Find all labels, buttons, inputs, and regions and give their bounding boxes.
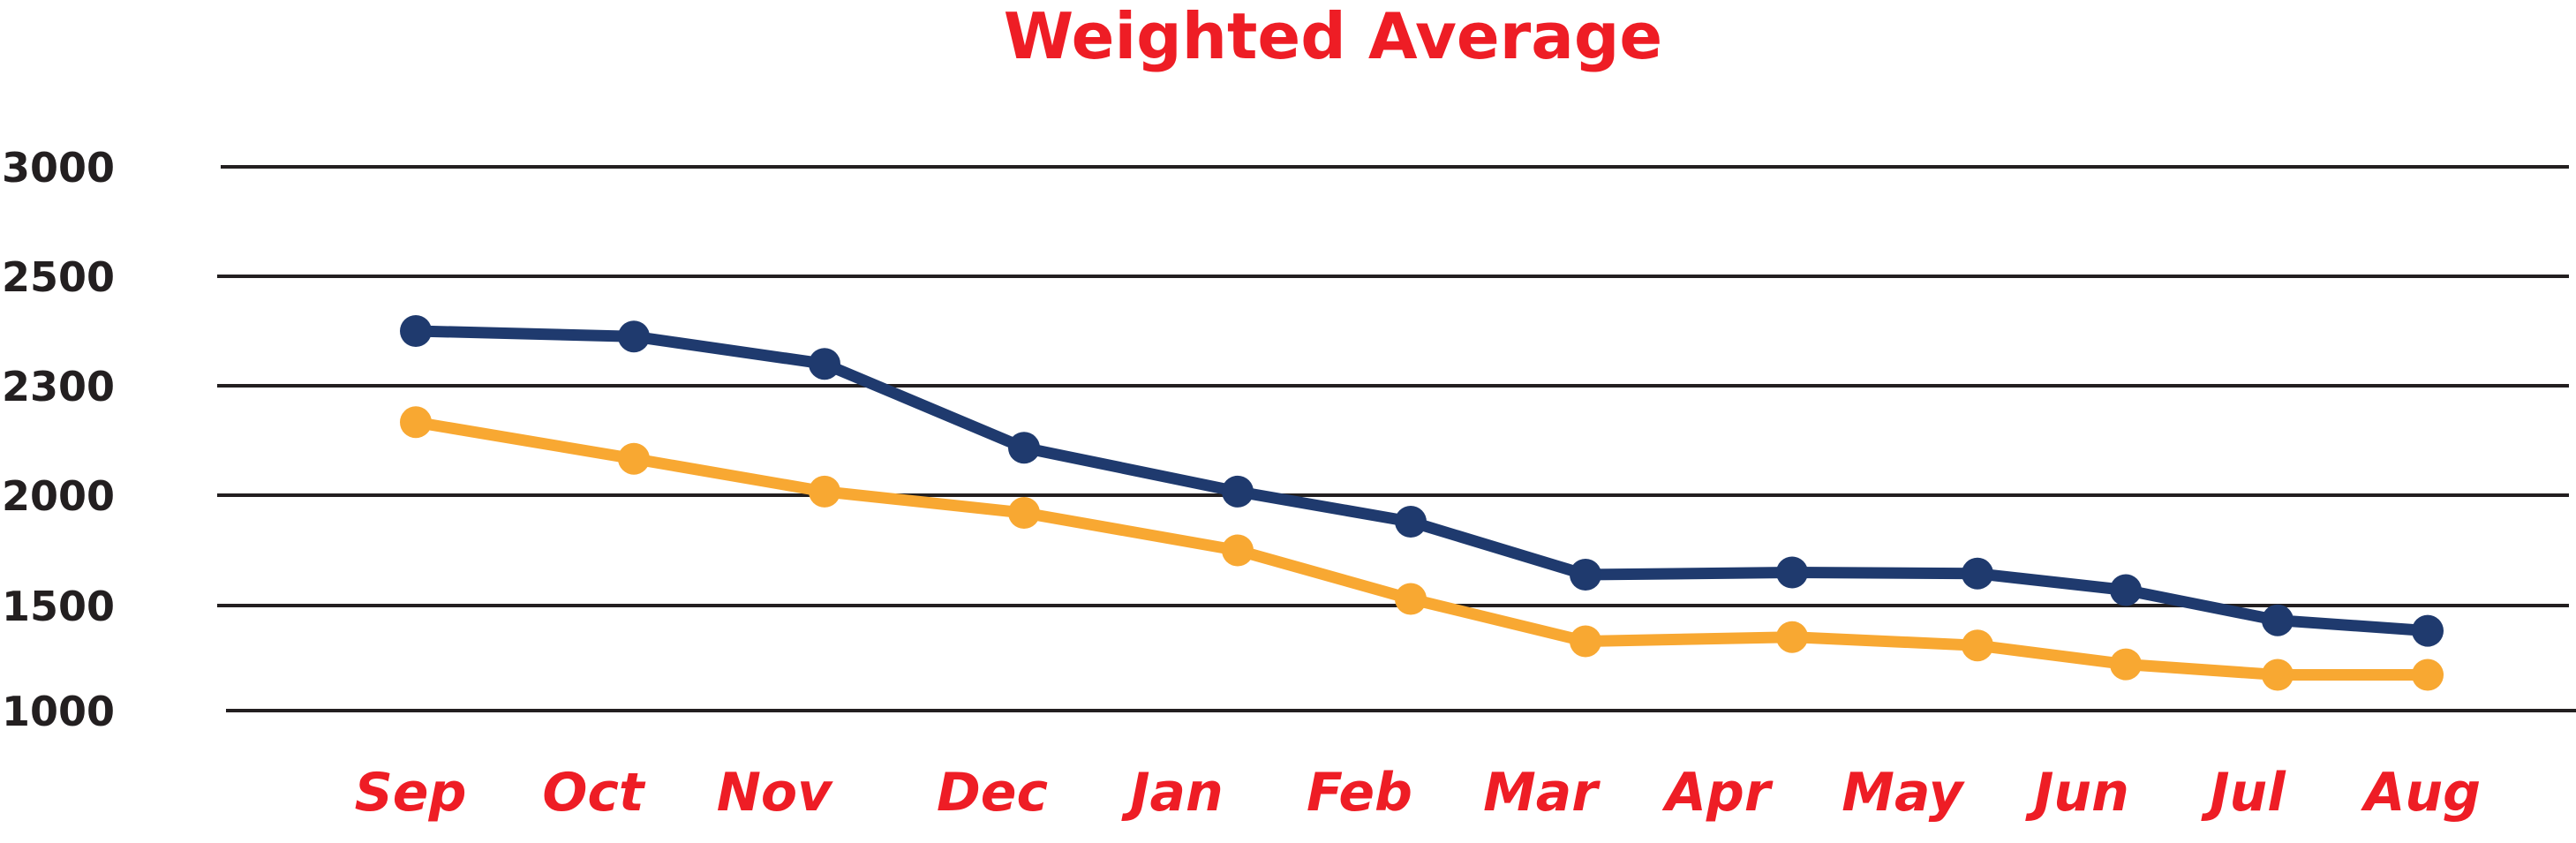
data-point [1395, 506, 1427, 538]
x-tick-label: Mar [1483, 762, 1601, 824]
data-point [1570, 559, 1601, 591]
data-point [809, 475, 840, 508]
data-point [1962, 629, 1993, 662]
data-point [1962, 557, 1993, 590]
x-tick-label: Jun [2025, 762, 2129, 824]
y-axis-tick-labels: 3000 2500 2300 2000 1500 1000 [2, 144, 115, 735]
data-point [1008, 432, 1040, 464]
data-point [1776, 621, 1808, 653]
data-point [400, 315, 432, 347]
data-point [1008, 497, 1040, 529]
x-tick-label: Oct [542, 762, 646, 824]
gridlines [217, 165, 2576, 712]
series-2 [400, 406, 2444, 691]
x-axis-tick-labels: Sep Oct Nov Dec Jan Feb Mar Apr May Jun Jul Aug [355, 762, 2481, 824]
data-point [618, 442, 650, 475]
x-tick-label: Sep [355, 762, 467, 824]
data-point [1222, 475, 1254, 508]
data-point [2412, 659, 2444, 691]
data-point [809, 348, 840, 380]
y-tick-label: 3000 [2, 144, 115, 192]
y-tick-label: 1000 [2, 688, 115, 735]
data-point [2110, 574, 2142, 606]
y-tick-label: 2000 [2, 472, 115, 520]
x-tick-label: May [1842, 762, 1965, 824]
x-tick-label: Nov [717, 762, 833, 824]
series-line [410, 325, 2434, 637]
x-tick-label: Jan [1121, 762, 1224, 824]
data-point [1776, 556, 1808, 589]
series-line [410, 416, 2434, 681]
series-lines [400, 315, 2444, 691]
y-tick-label: 2300 [2, 363, 115, 410]
data-point [2110, 648, 2142, 681]
data-point [2412, 614, 2444, 647]
data-point [2262, 659, 2294, 691]
y-tick-label: 1500 [2, 583, 115, 630]
data-point [400, 406, 432, 439]
x-tick-label: Jul [2201, 762, 2286, 824]
x-tick-label: Aug [2361, 762, 2481, 824]
data-point [1222, 534, 1254, 567]
x-tick-label: Feb [1307, 762, 1412, 824]
y-tick-label: 2500 [2, 253, 115, 301]
data-point [2262, 604, 2294, 636]
data-point [618, 320, 650, 353]
x-tick-label: Dec [937, 762, 1048, 824]
data-point [1395, 583, 1427, 615]
series-1 [400, 315, 2444, 647]
chart-title: Weighted Average [1004, 0, 1662, 73]
x-tick-label: Apr [1662, 762, 1774, 824]
data-point [1570, 625, 1601, 658]
